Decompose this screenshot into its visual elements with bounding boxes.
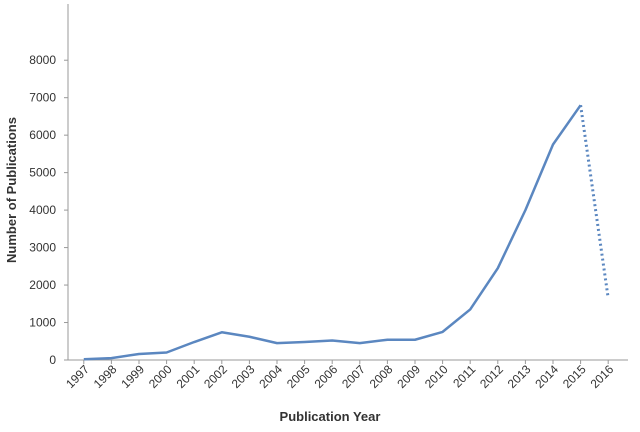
x-tick-label: 1998 xyxy=(91,362,120,391)
y-tick-label: 8000 xyxy=(29,53,56,67)
x-tick-label: 1997 xyxy=(63,362,92,391)
data-line xyxy=(579,104,610,299)
x-tick-label: 2013 xyxy=(505,362,534,391)
x-tick-label: 2010 xyxy=(422,362,451,391)
x-tick-label: 2005 xyxy=(284,362,313,391)
x-tick-label: 2004 xyxy=(256,362,285,391)
y-tick-label: 2000 xyxy=(29,278,56,292)
x-tick-label: 2007 xyxy=(339,362,368,391)
x-tick-label: 2012 xyxy=(477,362,506,391)
x-tick-label: 2016 xyxy=(588,362,617,391)
x-tick-label: 2000 xyxy=(146,362,175,391)
x-tick-label: 2002 xyxy=(201,362,230,391)
x-tick-label: 2011 xyxy=(450,362,478,390)
x-tick-label: 2009 xyxy=(394,362,423,391)
y-tick-label: 1000 xyxy=(29,316,56,330)
x-tick-label: 2001 xyxy=(174,362,203,391)
x-axis-label: Publication Year xyxy=(280,409,381,424)
x-tick-label: 2008 xyxy=(367,362,396,391)
y-tick-label: 7000 xyxy=(29,91,56,105)
x-tick-label: 1999 xyxy=(118,362,147,391)
y-tick-label: 4000 xyxy=(29,203,56,217)
x-tick-label: 2006 xyxy=(312,362,341,391)
x-tick-label: 2015 xyxy=(560,362,589,391)
y-axis-label: Number of Publications xyxy=(4,117,19,263)
y-tick-label: 0 xyxy=(49,353,56,367)
x-tick-label: 2003 xyxy=(229,362,258,391)
y-tick-label: 3000 xyxy=(29,241,56,255)
data-line xyxy=(83,104,582,361)
y-tick-label: 5000 xyxy=(29,166,56,180)
y-tick-label: 6000 xyxy=(29,128,56,142)
x-tick-label: 2014 xyxy=(532,362,561,391)
